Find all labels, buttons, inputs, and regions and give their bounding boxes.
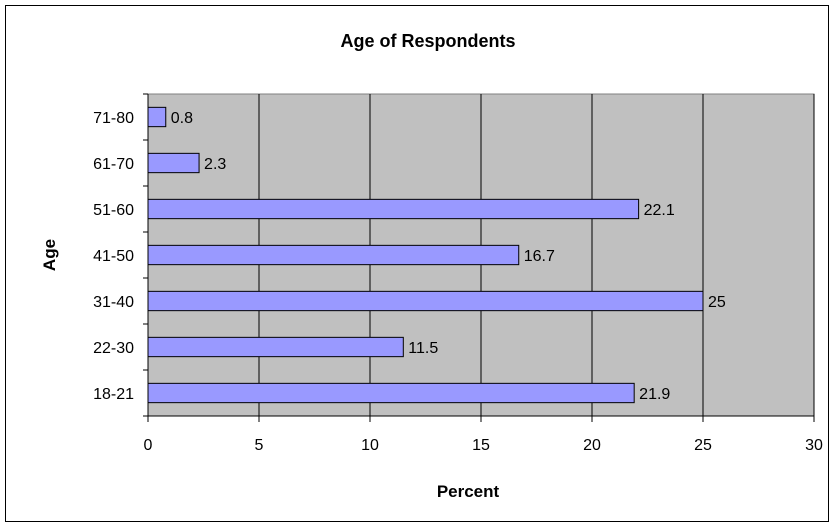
data-label-51-60: 22.1 <box>644 202 675 219</box>
y-tick-label: 61-70 <box>93 156 134 173</box>
x-tick-label: 10 <box>361 437 379 454</box>
y-tick-label: 51-60 <box>93 202 134 219</box>
bar-61-70 <box>147 152 200 174</box>
data-label-18-21: 21.9 <box>639 386 670 403</box>
x-tick-label: 25 <box>694 437 712 454</box>
x-tick-label: 30 <box>805 437 823 454</box>
data-label-61-70: 2.3 <box>204 156 226 173</box>
bar-71-80 <box>147 106 167 128</box>
data-label-71-80: 0.8 <box>171 110 193 127</box>
x-tick-label: 0 <box>144 437 153 454</box>
x-tick-label: 20 <box>583 437 601 454</box>
x-tick-label: 15 <box>472 437 490 454</box>
bar-31-40 <box>147 290 704 312</box>
bar-41-50 <box>147 244 520 266</box>
data-label-22-30: 11.5 <box>408 340 438 357</box>
data-label-41-50: 16.7 <box>524 248 555 265</box>
data-label-31-40: 25 <box>708 294 726 311</box>
bars: 21.9 11.5 25 16.7 22.1 2.3 0.8 <box>147 106 726 404</box>
bar-51-60 <box>147 198 640 220</box>
y-tick-label: 71-80 <box>93 110 134 127</box>
bar-22-30 <box>147 336 404 358</box>
y-tick-label: 31-40 <box>93 294 134 311</box>
bar-18-21 <box>147 382 635 404</box>
chart-title: Age of Respondents <box>340 31 515 51</box>
x-tick-label: 5 <box>255 437 264 454</box>
y-tick-label: 22-30 <box>93 340 134 357</box>
y-axis-title: Age <box>40 239 59 271</box>
axes: 18-21 22-30 31-40 41-50 51-60 61-70 71-80 0 5 10 1… <box>93 93 823 454</box>
y-tick-label: 41-50 <box>93 248 134 265</box>
y-tick-label: 18-21 <box>93 386 134 403</box>
x-axis-title: Percent <box>437 482 500 501</box>
